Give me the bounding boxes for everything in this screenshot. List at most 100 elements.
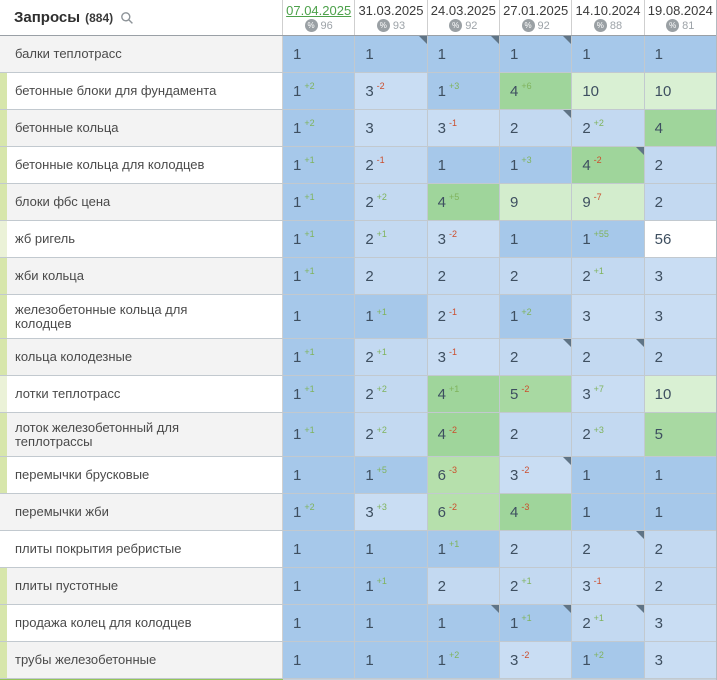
position-cell[interactable]: 2 [427, 258, 500, 294]
position-cell[interactable]: 4 [644, 110, 716, 146]
position-cell[interactable]: 2 [644, 531, 716, 567]
position-cell[interactable]: 2 [572, 531, 645, 567]
keyword-cell[interactable]: бетонные кольца [0, 110, 283, 146]
position-cell[interactable]: 3 -2 [355, 73, 428, 109]
keyword-cell[interactable]: бетонные блоки для фундамента [0, 73, 283, 109]
position-cell[interactable]: 2 [644, 184, 716, 220]
position-cell[interactable]: 3 +3 [355, 494, 428, 530]
position-cell[interactable]: 1 [572, 494, 645, 530]
position-cell[interactable]: 1 [499, 221, 573, 257]
position-cell[interactable]: 4 -2 [427, 413, 500, 456]
position-cell[interactable]: 2 +2 [572, 110, 645, 146]
keyword-cell[interactable]: плиты пустотные [0, 568, 283, 604]
keyword-cell[interactable]: плиты покрытия ребристые [0, 531, 283, 567]
position-cell[interactable]: 1 +1 [283, 221, 356, 257]
position-cell[interactable]: 1 [644, 457, 716, 493]
position-cell[interactable]: 4 +5 [427, 184, 500, 220]
position-cell[interactable]: 1 +1 [283, 413, 356, 456]
position-cell[interactable]: 2 [499, 339, 573, 375]
position-cell[interactable]: 1 [283, 605, 356, 641]
position-cell[interactable]: 2 +1 [572, 258, 645, 294]
position-cell[interactable]: 2 +1 [355, 339, 428, 375]
position-cell[interactable]: 1 +2 [283, 494, 356, 530]
position-cell[interactable]: 1 [283, 295, 356, 338]
position-cell[interactable]: 1 [283, 36, 356, 72]
search-icon[interactable] [120, 11, 134, 25]
position-cell[interactable]: 2 -1 [427, 295, 500, 338]
position-cell[interactable]: 3 -1 [572, 568, 645, 604]
position-cell[interactable]: 2 +2 [355, 413, 428, 456]
position-cell[interactable]: 2 [644, 147, 716, 183]
position-cell[interactable]: 4 +6 [499, 73, 573, 109]
date-label[interactable]: 14.10.2024 [575, 3, 641, 18]
position-cell[interactable]: 3 [644, 295, 716, 338]
position-cell[interactable]: 1 +2 [572, 642, 645, 678]
position-cell[interactable]: 56 [644, 221, 716, 257]
position-cell[interactable]: 9 -7 [572, 184, 645, 220]
position-cell[interactable]: 1 +3 [427, 73, 500, 109]
keyword-cell[interactable]: кольца колодезные [0, 339, 283, 375]
position-cell[interactable]: 2 +1 [572, 605, 645, 641]
keyword-cell[interactable]: лотки теплотрасс [0, 376, 283, 412]
position-cell[interactable]: 1 [355, 36, 428, 72]
position-cell[interactable]: 4 -3 [499, 494, 573, 530]
keyword-cell[interactable]: жби кольца [0, 258, 283, 294]
position-cell[interactable]: 2 [499, 110, 573, 146]
position-cell[interactable]: 1 +55 [572, 221, 645, 257]
date-label[interactable]: 07.04.2025 [286, 3, 352, 18]
date-label[interactable]: 27.01.2025 [503, 3, 569, 18]
position-cell[interactable]: 6 -2 [427, 494, 500, 530]
keyword-cell[interactable]: лоток железобетонный для теплотрассы [0, 413, 283, 456]
position-cell[interactable]: 3 -2 [499, 457, 573, 493]
position-cell[interactable]: 2 [644, 339, 716, 375]
keyword-cell[interactable]: перемычки жби [0, 494, 283, 530]
keyword-cell[interactable]: трубы железобетонные [0, 642, 283, 678]
position-cell[interactable]: 1 [283, 457, 356, 493]
position-cell[interactable]: 1 +3 [499, 147, 573, 183]
position-cell[interactable]: 2 [572, 339, 645, 375]
position-cell[interactable]: 2 [499, 413, 573, 456]
keyword-cell[interactable]: бетонные кольца для колодцев [0, 147, 283, 183]
position-cell[interactable]: 1 [283, 531, 356, 567]
position-cell[interactable]: 2 [499, 531, 573, 567]
position-cell[interactable]: 1 +1 [427, 531, 500, 567]
position-cell[interactable]: 2 +1 [355, 221, 428, 257]
position-cell[interactable]: 3 -1 [427, 339, 500, 375]
position-cell[interactable]: 1 [283, 642, 356, 678]
position-cell[interactable]: 1 [644, 494, 716, 530]
position-cell[interactable]: 3 [355, 110, 428, 146]
position-cell[interactable]: 10 [644, 73, 716, 109]
position-cell[interactable]: 3 [572, 295, 645, 338]
position-cell[interactable]: 1 +2 [283, 73, 356, 109]
position-cell[interactable]: 1 +1 [283, 376, 356, 412]
position-cell[interactable]: 1 [427, 36, 500, 72]
position-cell[interactable]: 1 +2 [499, 295, 573, 338]
position-cell[interactable]: 4 -2 [572, 147, 645, 183]
date-label[interactable]: 31.03.2025 [358, 3, 424, 18]
position-cell[interactable]: 2 [644, 568, 716, 604]
position-cell[interactable]: 1 +1 [283, 258, 356, 294]
position-cell[interactable]: 10 [572, 73, 645, 109]
position-cell[interactable]: 2 -1 [355, 147, 428, 183]
position-cell[interactable]: 1 +1 [499, 605, 573, 641]
position-cell[interactable]: 2 +2 [355, 376, 428, 412]
keyword-cell[interactable]: продажа колец для колодцев [0, 605, 283, 641]
position-cell[interactable]: 1 [283, 568, 356, 604]
position-cell[interactable]: 5 -2 [499, 376, 573, 412]
position-cell[interactable]: 1 +5 [355, 457, 428, 493]
position-cell[interactable]: 1 [572, 36, 645, 72]
position-cell[interactable]: 3 [644, 258, 716, 294]
position-cell[interactable]: 1 [427, 605, 500, 641]
position-cell[interactable]: 3 -2 [427, 221, 500, 257]
date-label[interactable]: 19.08.2024 [647, 3, 713, 18]
position-cell[interactable]: 1 +1 [283, 339, 356, 375]
position-cell[interactable]: 1 +1 [355, 295, 428, 338]
position-cell[interactable]: 1 +1 [355, 568, 428, 604]
date-label[interactable]: 24.03.2025 [430, 3, 496, 18]
position-cell[interactable]: 9 [499, 184, 573, 220]
position-cell[interactable]: 3 -2 [499, 642, 573, 678]
position-cell[interactable]: 6 -3 [427, 457, 500, 493]
position-cell[interactable]: 3 [644, 605, 716, 641]
position-cell[interactable]: 2 +1 [499, 568, 573, 604]
position-cell[interactable]: 3 [644, 642, 716, 678]
